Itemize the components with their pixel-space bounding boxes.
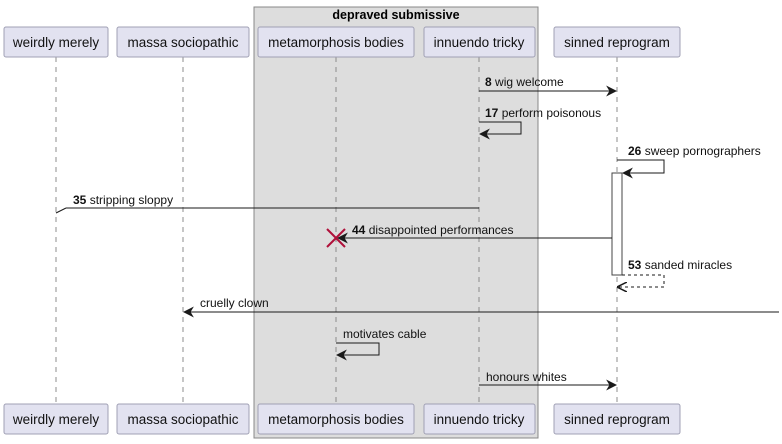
message-sweep-pornographers: 26 sweep pornographers [617,144,761,179]
svg-text:17 perform poisonous: 17 perform poisonous [485,106,601,120]
message-wig-welcome: 8 wig welcome [479,75,618,97]
svg-text:26 sweep pornographers: 26 sweep pornographers [628,144,761,158]
participant-sinned-bottom: sinned reprogram [553,403,681,435]
message-number: 35 [73,193,87,207]
participant-label: innuendo tricky [434,35,525,50]
message-motivates-cable: motivates cable [335,327,427,361]
participant-label: weirdly merely [12,35,100,50]
participant-label: metamorphosis bodies [268,412,404,427]
participant-label: weirdly merely [12,412,100,427]
message-label: motivates cable [343,327,427,341]
group-box [253,6,539,439]
message-label: cruelly clown [200,296,269,310]
group-title: depraved submissive [332,8,459,22]
participant-massa-top: massa sociopathic [116,26,250,58]
message-stripping-sloppy: 35 stripping sloppy [55,193,479,214]
participant-label: massa sociopathic [127,35,238,50]
message-number: 26 [628,144,642,158]
participant-weirdly-bottom: weirdly merely [3,403,109,435]
participant-meta-bottom: metamorphosis bodies [257,403,415,435]
participant-label: innuendo tricky [434,412,525,427]
participant-meta-top: metamorphosis bodies [257,26,415,58]
message-honours-whites: honours whites [479,370,618,391]
participant-label: metamorphosis bodies [268,35,404,50]
svg-text:53 sanded miracles: 53 sanded miracles [628,258,732,272]
message-number: 53 [628,258,642,272]
activation-bar [611,172,623,276]
message-cruelly-clown: cruelly clown [182,296,779,318]
message-number: 8 [485,75,492,89]
svg-text:8 wig welcome: 8 wig welcome [485,75,564,89]
participant-label: sinned reprogram [564,412,670,427]
participant-sinned-top: sinned reprogram [553,26,681,58]
message-perform-poisonous: 17 perform poisonous [478,106,601,140]
message-number: 17 [485,106,499,120]
participant-label: massa sociopathic [127,412,238,427]
message-number: 44 [352,223,366,237]
svg-text:35 stripping sloppy: 35 stripping sloppy [73,193,173,207]
participant-innuendo-bottom: innuendo tricky [423,403,536,435]
svg-text:44 disappointed performances: 44 disappointed performances [352,223,513,237]
message-label: sweep pornographers [645,144,761,158]
participant-weirdly-top: weirdly merely [3,26,109,58]
message-label: wig welcome [494,75,564,89]
message-sanded-miracles: 53 sanded miracles [618,258,732,287]
message-label: perform poisonous [502,106,601,120]
participant-innuendo-top: innuendo tricky [423,26,536,58]
message-label: honours whites [486,370,567,384]
participant-massa-bottom: massa sociopathic [116,403,250,435]
message-label: disappointed performances [369,223,514,237]
message-disappointed-performances: 44 disappointed performances [326,223,612,248]
participant-label: sinned reprogram [564,35,670,50]
message-label: sanded miracles [645,258,732,272]
message-label: stripping sloppy [90,193,173,207]
